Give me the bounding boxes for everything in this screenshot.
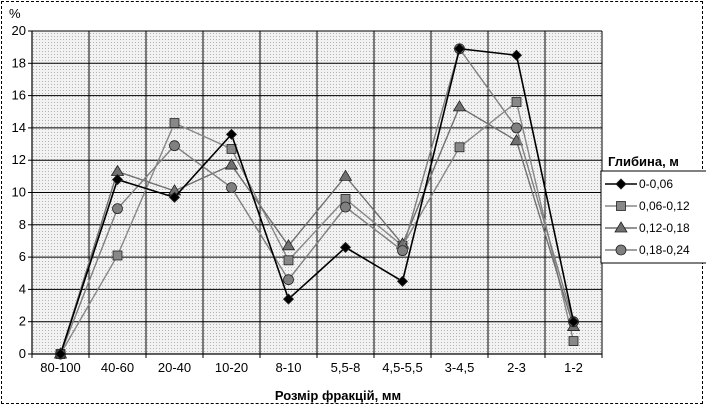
marker-diamond (111, 174, 124, 186)
marker-triangle (224, 158, 239, 170)
marker-square (454, 142, 465, 153)
x-tick-label: 10-20 (215, 360, 248, 375)
legend-entry-label: 0-0,06 (639, 177, 673, 191)
legend-entry-label: 0,18-0,24 (639, 243, 690, 257)
marker-triangle (614, 221, 628, 233)
marker-square (169, 118, 180, 128)
marker-diamond (339, 241, 352, 253)
x-tick-label: 80-100 (40, 360, 80, 375)
y-tick-label: 0 (19, 346, 26, 361)
x-tick-labels: 80-100 40-60 20-40 10-20 8-10 5,5-8 4,5-5,5 3-4… (40, 360, 583, 375)
marker-diamond (510, 49, 523, 61)
y-tick-label: 14 (12, 120, 26, 135)
marker-diamond (567, 316, 580, 328)
y-tick-label: 10 (12, 185, 26, 200)
x-tick-label: 1-2 (564, 360, 583, 375)
marker-diamond (282, 293, 295, 305)
y-axis-unit-label: % (9, 6, 21, 21)
x-tick-label: 8-10 (275, 360, 301, 375)
marker-circle (340, 201, 351, 213)
y-tick-label: 16 (12, 88, 26, 103)
gridlines (32, 30, 603, 354)
x-tick-label: 40-60 (101, 360, 134, 375)
marker-triangle (452, 100, 467, 112)
y-tick-label: 8 (19, 217, 26, 232)
x-tick-label: 3-4,5 (445, 360, 475, 375)
series-line (59, 47, 575, 355)
marker-circle (112, 203, 123, 215)
series-group (53, 43, 581, 360)
marker-circle (615, 244, 627, 256)
axes (28, 30, 603, 358)
marker-square (283, 255, 294, 266)
y-tick-label: 2 (19, 314, 26, 329)
marker-square (568, 336, 579, 346)
legend-entry-label: 0,12-0,18 (639, 221, 690, 235)
y-tick-label: 4 (19, 281, 26, 296)
y-tick-label: 12 (12, 152, 26, 167)
marker-square (112, 250, 123, 261)
x-tick-label: 4,5-5,5 (382, 360, 422, 375)
marker-diamond (225, 128, 238, 140)
marker-diamond (615, 178, 627, 190)
marker-circle (511, 122, 522, 134)
y-tick-labels: 0 2 4 6 8 10 12 14 16 18 20 (12, 23, 26, 361)
marker-circle (397, 245, 408, 257)
y-tick-label: 6 (19, 249, 26, 264)
series-line (59, 105, 575, 355)
series-1 (54, 43, 580, 360)
marker-square (616, 201, 626, 211)
marker-circle (226, 182, 237, 194)
legend-entry-label: 0,06-0,12 (639, 199, 690, 213)
series-line (59, 47, 575, 355)
y-tick-label: 20 (12, 23, 26, 38)
marker-diamond (168, 191, 181, 203)
y-tick-label: 18 (12, 55, 26, 70)
marker-circle (283, 274, 294, 286)
marker-triangle (281, 239, 296, 251)
marker-diamond (54, 348, 67, 360)
legend-title: Глибина, м (608, 154, 679, 169)
x-tick-label: 2-3 (507, 360, 526, 375)
marker-square (511, 97, 522, 107)
x-axis-title: Розмір фракцій, мм (275, 388, 401, 403)
marker-diamond (396, 275, 409, 287)
x-tick-label: 20-40 (158, 360, 191, 375)
marker-diamond (453, 43, 466, 55)
legend: 0-0,06 0,06-0,12 0,12-0,18 0,18-0,24 (600, 170, 706, 264)
marker-triangle (338, 169, 353, 181)
marker-circle (169, 140, 180, 152)
x-tick-label: 5,5-8 (331, 360, 361, 375)
